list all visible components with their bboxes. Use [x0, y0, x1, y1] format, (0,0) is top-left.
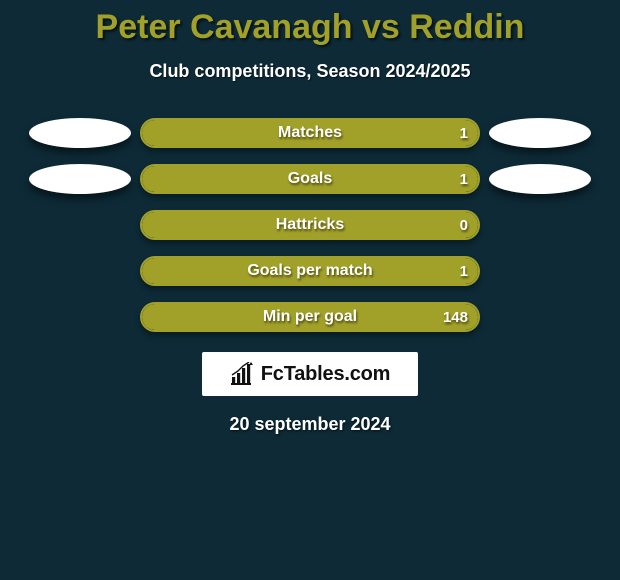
stat-value: 1	[460, 120, 468, 146]
stat-value: 1	[460, 258, 468, 284]
stat-label: Goals per match	[142, 258, 478, 284]
stat-bar: Min per goal148	[140, 302, 480, 332]
left-player-chip	[29, 164, 131, 194]
page-title: Peter Cavanagh vs Reddin	[0, 0, 620, 47]
left-player-chip	[29, 118, 131, 148]
stat-row: Goals per match1	[0, 256, 620, 286]
stat-label: Min per goal	[142, 304, 478, 330]
stat-label: Hattricks	[142, 212, 478, 238]
stat-row: Hattricks0	[0, 210, 620, 240]
stat-row: Min per goal148	[0, 302, 620, 332]
page-subtitle: Club competitions, Season 2024/2025	[0, 61, 620, 82]
stat-bar: Hattricks0	[140, 210, 480, 240]
left-chip-slot	[20, 118, 140, 148]
right-chip-slot	[480, 164, 600, 194]
stat-label: Matches	[142, 120, 478, 146]
brand-text: FcTables.com	[261, 363, 391, 386]
stat-row: Goals1	[0, 164, 620, 194]
left-chip-slot	[20, 164, 140, 194]
stats-rows: Matches1Goals1Hattricks0Goals per match1…	[0, 118, 620, 332]
stat-bar: Goals1	[140, 164, 480, 194]
brand-badge[interactable]: FcTables.com	[202, 352, 418, 396]
stat-bar: Matches1	[140, 118, 480, 148]
stat-value: 0	[460, 212, 468, 238]
stat-value: 148	[443, 304, 468, 330]
right-player-chip	[489, 118, 591, 148]
right-player-chip	[489, 164, 591, 194]
stat-bar: Goals per match1	[140, 256, 480, 286]
stat-row: Matches1	[0, 118, 620, 148]
stat-label: Goals	[142, 166, 478, 192]
date-label: 20 september 2024	[0, 414, 620, 435]
comparison-card: Peter Cavanagh vs Reddin Club competitio…	[0, 0, 620, 580]
bar-chart-icon	[230, 362, 256, 386]
right-chip-slot	[480, 118, 600, 148]
stat-value: 1	[460, 166, 468, 192]
